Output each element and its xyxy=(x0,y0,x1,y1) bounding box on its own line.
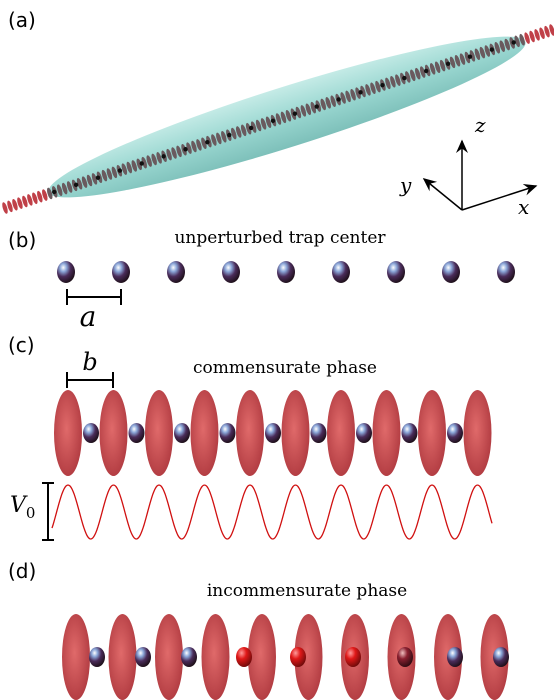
ion xyxy=(265,423,281,443)
ion xyxy=(236,647,252,667)
ion xyxy=(183,147,187,151)
ion xyxy=(52,190,56,194)
panel-b: (b) unperturbed trap center a xyxy=(8,228,515,333)
panel-label: (a) xyxy=(8,8,36,32)
lattice-site xyxy=(62,614,90,700)
depth-label: V0 xyxy=(10,493,35,522)
lattice-site xyxy=(418,390,446,476)
ion xyxy=(135,647,151,667)
ion xyxy=(112,261,130,283)
axis-label: z xyxy=(474,113,486,137)
ion xyxy=(129,423,145,443)
ion xyxy=(402,76,406,80)
ion xyxy=(315,104,319,108)
ion xyxy=(205,140,209,144)
ion xyxy=(222,261,240,283)
panel-label: (b) xyxy=(8,228,36,252)
ion xyxy=(468,55,472,59)
axis-label: y xyxy=(399,173,412,197)
ion xyxy=(181,647,197,667)
lattice-site xyxy=(282,390,310,476)
panel-label: (d) xyxy=(8,559,36,583)
ions xyxy=(57,261,515,283)
ion xyxy=(311,423,327,443)
ion xyxy=(387,261,405,283)
ion xyxy=(290,647,306,667)
lattice-site xyxy=(191,390,219,476)
lattice-site xyxy=(100,390,128,476)
ion xyxy=(227,133,231,137)
ion xyxy=(490,47,494,51)
ion xyxy=(161,154,165,158)
ion xyxy=(332,261,350,283)
depth-bar xyxy=(42,483,54,540)
ion xyxy=(271,119,275,123)
ion xyxy=(167,261,185,283)
ion xyxy=(57,261,75,283)
panel-a: (a) z y x xyxy=(1,8,554,221)
ion xyxy=(174,423,190,443)
ion xyxy=(140,161,144,165)
panel-label: (c) xyxy=(8,333,35,357)
ion xyxy=(512,40,516,44)
ion xyxy=(220,423,236,443)
ion xyxy=(336,97,340,101)
lattice-site xyxy=(145,390,173,476)
ion xyxy=(293,111,297,115)
ion xyxy=(442,261,460,283)
ion xyxy=(74,183,78,187)
lattice-site xyxy=(373,390,401,476)
panel-d: (d) incommensurate phase xyxy=(8,559,509,700)
panel-title: incommensurate phase xyxy=(207,581,407,601)
ion xyxy=(356,423,372,443)
lattice-site xyxy=(464,390,492,476)
ion xyxy=(358,90,362,94)
spacing-label: b xyxy=(82,348,97,376)
ion-chain xyxy=(1,24,554,215)
ion xyxy=(447,423,463,443)
lattice-site xyxy=(236,390,264,476)
ion xyxy=(446,62,450,66)
ion xyxy=(397,647,413,667)
ion xyxy=(380,83,384,87)
panel-c: (c) commensurate phase b V0 xyxy=(8,333,492,540)
ion xyxy=(345,647,361,667)
lattice-sites xyxy=(62,614,509,700)
lattice-site xyxy=(109,614,137,700)
ion xyxy=(402,423,418,443)
ion xyxy=(497,261,515,283)
ion xyxy=(89,647,105,667)
axis-label: x xyxy=(518,195,529,219)
ion xyxy=(118,168,122,172)
ion xyxy=(493,647,509,667)
ions xyxy=(83,423,463,443)
panel-title: unperturbed trap center xyxy=(174,228,386,248)
ion xyxy=(249,126,253,130)
ion xyxy=(424,69,428,73)
spacing-label: a xyxy=(80,300,97,333)
ion xyxy=(277,261,295,283)
lattice-site xyxy=(54,390,82,476)
depth-subscript: 0 xyxy=(26,504,36,522)
lattice-site xyxy=(327,390,355,476)
figure: (a) z y x (b) unperturbed trap center a … xyxy=(0,0,554,700)
panel-title: commensurate phase xyxy=(193,358,377,378)
lattice-site xyxy=(155,614,183,700)
ion xyxy=(96,176,100,180)
ion xyxy=(447,647,463,667)
ion xyxy=(83,423,99,443)
lattice-potential xyxy=(52,485,492,539)
lattice-site xyxy=(248,614,276,700)
lattice-site xyxy=(202,614,230,700)
